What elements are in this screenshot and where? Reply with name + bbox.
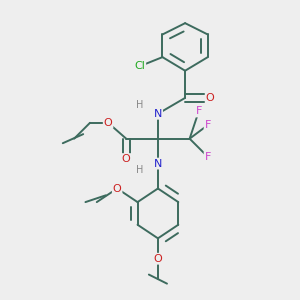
Text: F: F (205, 152, 211, 162)
Text: H: H (136, 165, 143, 176)
Text: N: N (154, 109, 162, 119)
Text: O: O (206, 93, 214, 103)
Text: F: F (205, 120, 211, 130)
Text: H: H (136, 100, 143, 110)
Text: Cl: Cl (134, 61, 145, 71)
Text: O: O (104, 118, 112, 128)
Text: O: O (154, 254, 162, 264)
Text: O: O (122, 154, 130, 164)
Text: O: O (113, 184, 122, 194)
Text: N: N (154, 159, 162, 169)
Text: F: F (196, 106, 202, 116)
